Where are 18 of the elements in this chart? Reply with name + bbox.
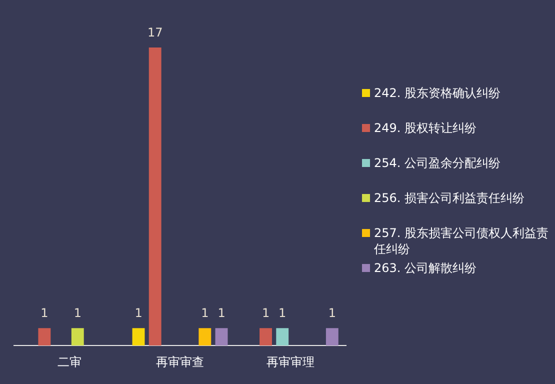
data-label: 1 xyxy=(201,306,209,320)
legend-label: 256. 损害公司利益责任纠纷 xyxy=(374,190,525,206)
data-label: 1 xyxy=(218,306,226,320)
data-label: 1 xyxy=(328,306,336,320)
data-label: 17 xyxy=(147,26,163,40)
data-label: 1 xyxy=(40,306,48,320)
x-tick-label: 二审 xyxy=(57,354,82,369)
data-label: 1 xyxy=(278,306,286,320)
data-label: 1 xyxy=(262,306,270,320)
data-label: 1 xyxy=(74,306,82,320)
legend-label: 257. 股东损害公司债权人利益责任纠纷 xyxy=(374,225,550,257)
x-tick-label: 再审审查 xyxy=(156,354,204,369)
legend-label: 242. 股东资格确认纠纷 xyxy=(374,85,501,101)
x-tick-label: 再审审理 xyxy=(266,354,315,369)
legend-label: 263. 公司解散纠纷 xyxy=(374,260,477,276)
legend-label: 249. 股权转让纠纷 xyxy=(374,120,477,136)
legend-label: 254. 公司盈余分配纠纷 xyxy=(374,155,501,171)
data-label: 1 xyxy=(134,306,142,320)
